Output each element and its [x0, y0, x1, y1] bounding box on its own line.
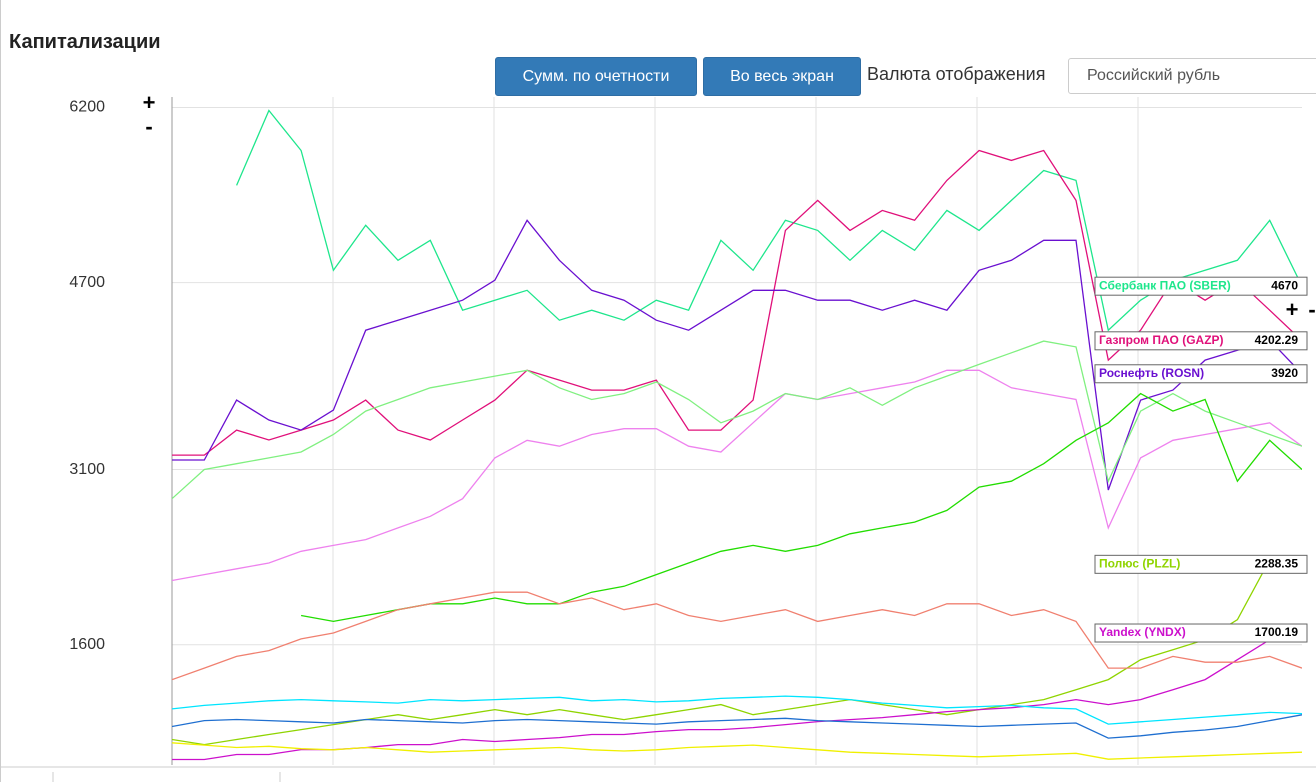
series-line	[172, 695, 1302, 725]
sum-button[interactable]: Сумм. по очетности	[495, 57, 697, 96]
fullscreen-button[interactable]: Во весь экран	[703, 57, 861, 96]
end-labels: Сбербанк ПАО (SBER) 4670 Газпром ПАО (GAZP…	[1094, 276, 1308, 643]
end-label-name: Yandex (YNDX)	[1099, 625, 1186, 639]
y-tick-label: 4700	[69, 274, 105, 291]
currency-select[interactable]: Российский рубль	[1068, 58, 1316, 94]
series-line	[172, 742, 1302, 760]
series-line	[236, 109, 1302, 332]
series-line	[172, 559, 1302, 746]
series-line	[300, 392, 1302, 623]
zoom-out-right[interactable]: -	[1308, 297, 1315, 322]
end-label-value: 1700.19	[1255, 625, 1299, 639]
end-label: Полюс (PLZL) 2288.35	[1094, 554, 1308, 574]
series-line	[172, 714, 1302, 739]
end-label-value: 3920	[1271, 366, 1298, 380]
end-label-box	[1094, 623, 1308, 643]
series-line	[172, 149, 1302, 456]
series-line	[172, 340, 1302, 500]
end-label-value: 2288.35	[1255, 556, 1299, 570]
series-line	[172, 632, 1302, 761]
end-label: Роснефть (ROSN) 3920	[1094, 364, 1308, 384]
zoom-in[interactable]: +	[143, 90, 156, 115]
end-label-box	[1094, 331, 1308, 351]
y-tick-label: 6200	[69, 99, 105, 116]
series-line	[172, 369, 1302, 582]
lines	[172, 109, 1302, 761]
end-label: Газпром ПАО (GAZP) 4202.29	[1094, 331, 1308, 351]
end-label-name: Роснефть (ROSN)	[1099, 366, 1204, 380]
grid	[172, 97, 1302, 765]
end-label-value: 4202.29	[1255, 333, 1299, 347]
end-label-name: Сбербанк ПАО (SBER)	[1099, 278, 1231, 292]
end-label-name: Газпром ПАО (GAZP)	[1099, 333, 1224, 347]
zoom-in-right[interactable]: +	[1286, 297, 1299, 322]
end-label-box	[1094, 364, 1308, 384]
end-label-value: 4670	[1271, 278, 1298, 292]
series-line	[172, 591, 1302, 681]
y-tick-label: 3100	[69, 461, 105, 478]
end-label: Yandex (YNDX) 1700.19	[1094, 623, 1308, 643]
end-label-name: Полюс (PLZL)	[1099, 556, 1180, 570]
end-label-box	[1094, 276, 1308, 296]
end-label: Сбербанк ПАО (SBER) 4670	[1094, 276, 1308, 296]
page-title: Капитализации	[9, 31, 161, 53]
series-line	[172, 219, 1302, 491]
zoom-out[interactable]: -	[145, 114, 152, 139]
currency-label: Валюта отображения	[867, 64, 1046, 84]
y-tick-label: 1600	[69, 636, 105, 653]
end-label-box	[1094, 554, 1308, 574]
